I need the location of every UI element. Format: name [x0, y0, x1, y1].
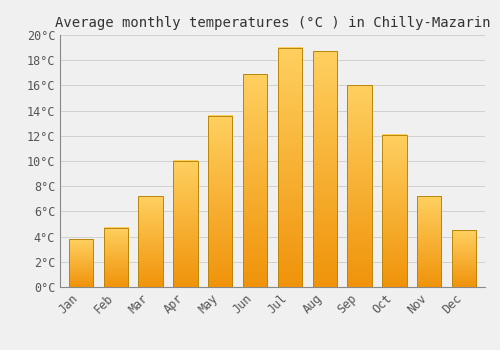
- Bar: [452, 230, 476, 287]
- Bar: [348, 85, 372, 287]
- Title: Average monthly temperatures (°C ) in Chilly-Mazarin: Average monthly temperatures (°C ) in Ch…: [55, 16, 490, 30]
- Bar: [68, 239, 93, 287]
- Bar: [278, 48, 302, 287]
- Bar: [173, 161, 198, 287]
- Bar: [312, 51, 337, 287]
- Bar: [417, 196, 442, 287]
- Bar: [104, 228, 128, 287]
- Bar: [382, 134, 406, 287]
- Bar: [138, 196, 163, 287]
- Bar: [243, 74, 268, 287]
- Bar: [208, 116, 233, 287]
